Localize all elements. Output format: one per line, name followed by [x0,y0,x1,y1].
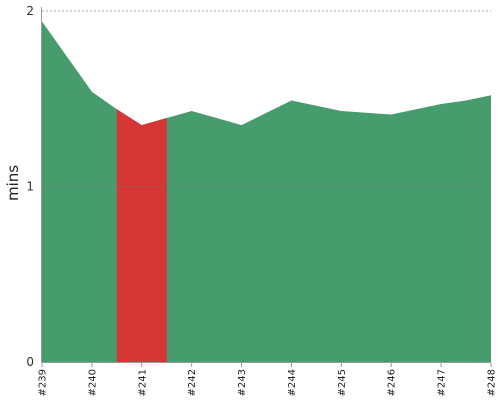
highlight-segment [116,109,167,362]
area-layer [42,21,491,363]
y-tick-label: 0 [26,355,34,369]
x-tick-labels: #239 #240 #241 #242 #243 #244 #245 #246 #247 #248 [38,363,498,396]
axis-layer [41,7,491,363]
x-tick-label: #239 [38,369,49,396]
x-tick-label: #241 [137,369,148,396]
x-tick-label: #243 [237,369,248,396]
x-tick-label: #244 [287,369,298,396]
highlight-layer [116,109,167,362]
x-tick-label: #247 [437,369,448,396]
y-tick-label: 1 [26,180,34,194]
y-axis-label: mins [4,165,22,201]
x-tick-label: #245 [337,369,348,396]
x-tick-label: #246 [387,369,398,396]
y-tick-label: 2 [26,4,34,18]
x-tick-label: #242 [187,369,198,396]
x-tick-label: #240 [87,369,98,396]
y-tick-labels: 0 1 2 [26,4,34,369]
area-series [42,21,491,363]
x-tick-label: #248 [487,369,498,396]
